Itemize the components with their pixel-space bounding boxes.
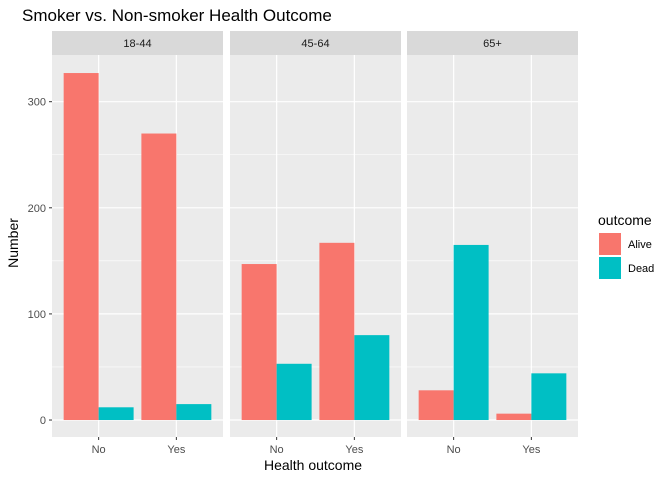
y-axis: 0 100 200 300 <box>28 97 52 427</box>
bar-45-64-Yes-Alive <box>319 242 355 421</box>
x-axis-title: Health outcome <box>264 457 362 473</box>
legend-key-dead <box>599 257 621 279</box>
bar-45-64-Yes-Dead <box>354 335 390 421</box>
legend-label-dead: Dead <box>628 263 654 275</box>
bar-65+-Yes-Alive <box>496 413 532 421</box>
facet-panel-65+: 65+ <box>407 31 578 437</box>
facet-strip-label: 45-64 <box>301 38 329 50</box>
bar-65+-No-Dead <box>453 244 489 421</box>
y-tick-label: 200 <box>28 203 46 215</box>
x-axis: No Yes No Yes No Yes <box>92 437 541 456</box>
legend-title: outcome <box>598 212 652 228</box>
facet-strip-label: 65+ <box>483 38 502 50</box>
x-tick-label: No <box>447 444 461 456</box>
facet-panel-18-44: 18-44 <box>52 31 223 437</box>
y-tick-label: 0 <box>40 415 46 427</box>
bar-18-44-No-Dead <box>98 407 134 421</box>
y-tick-label: 100 <box>28 309 46 321</box>
bar-18-44-Yes-Alive <box>141 133 177 421</box>
x-tick-label: Yes <box>345 444 363 456</box>
x-tick-label: No <box>92 444 106 456</box>
facet-strip <box>407 31 578 55</box>
facet-strip <box>230 31 401 55</box>
facet-strip <box>52 31 223 55</box>
bar-18-44-No-Alive <box>63 73 99 421</box>
facet-strip-label: 18-44 <box>123 38 151 50</box>
bar-45-64-No-Alive <box>241 264 277 421</box>
bar-18-44-Yes-Dead <box>176 404 212 421</box>
bar-65+-No-Alive <box>418 390 454 421</box>
y-tick-label: 300 <box>28 97 46 109</box>
facet-panel-45-64: 45-64 <box>230 31 401 437</box>
legend-key-alive <box>599 233 621 255</box>
chart-title: Smoker vs. Non-smoker Health Outcome <box>22 6 332 25</box>
x-tick-label: Yes <box>167 444 185 456</box>
bar-45-64-No-Dead <box>276 363 312 421</box>
x-tick-label: Yes <box>522 444 540 456</box>
y-axis-title: Number <box>5 218 21 268</box>
bar-65+-Yes-Dead <box>531 373 567 421</box>
x-tick-label: No <box>270 444 284 456</box>
legend: outcome Alive Dead <box>598 212 654 279</box>
facet-panels: 18-44 45-64 65+ <box>52 31 578 437</box>
legend-label-alive: Alive <box>628 239 652 251</box>
